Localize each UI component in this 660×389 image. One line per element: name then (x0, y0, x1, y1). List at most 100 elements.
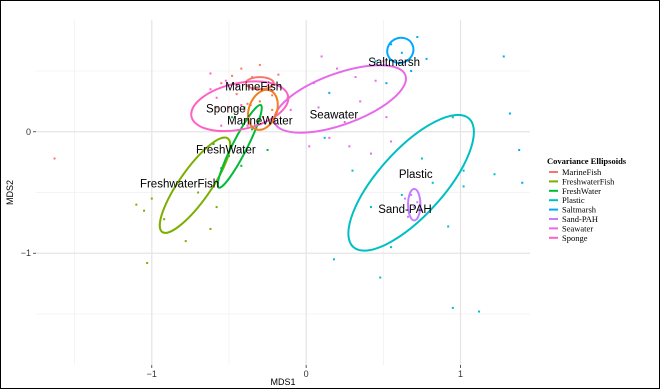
data-point (462, 185, 465, 188)
data-point (508, 112, 511, 115)
ellipse-freshwaterfish (158, 136, 232, 234)
y-tick-label: −1 (21, 248, 31, 258)
data-point (53, 157, 56, 160)
data-point (215, 206, 218, 209)
data-point (146, 261, 149, 264)
data-point (163, 218, 166, 221)
label-sponge: Sponge (206, 103, 246, 115)
y-axis-title: MDS2 (5, 180, 15, 205)
data-point (451, 116, 454, 119)
ellipse-seawater (273, 64, 407, 134)
x-tick-label: 1 (458, 369, 463, 379)
legend-label: Seawater (562, 223, 593, 233)
data-point (400, 51, 403, 54)
data-point (224, 79, 227, 82)
ellipse-saltmarsh (386, 36, 415, 64)
data-point (258, 100, 261, 103)
data-point (209, 72, 212, 75)
data-point (374, 60, 377, 63)
x-tick-label: −1 (147, 369, 157, 379)
ellipse-plastic (347, 113, 475, 252)
label-saltmarsh: Saltmarsh (368, 57, 420, 69)
legend-label: Sand-PAH (562, 214, 598, 224)
legend-label: FreshWater (562, 186, 601, 196)
data-point (369, 206, 372, 209)
x-tick-label: 0 (304, 369, 309, 379)
label-freshwaterfish: FreshwaterFish (140, 179, 219, 191)
data-point (212, 142, 215, 145)
data-point (390, 43, 393, 46)
data-point (227, 106, 230, 109)
data-point (400, 193, 403, 196)
data-point (243, 106, 246, 109)
data-point (235, 93, 238, 96)
data-point (289, 108, 292, 111)
data-point (231, 116, 234, 119)
data-point (258, 63, 261, 66)
data-point (447, 225, 450, 228)
data-point (246, 124, 249, 127)
data-point (135, 203, 138, 206)
data-point (332, 258, 335, 261)
axis-ticks: −1 0 1 −1 0 (21, 127, 463, 379)
data-point (251, 128, 254, 131)
data-point (261, 116, 264, 119)
data-point (220, 124, 223, 127)
data-point (382, 60, 385, 63)
data-point (478, 310, 481, 313)
data-point (410, 70, 413, 73)
label-plastic: Plastic (399, 169, 433, 181)
ellipse-marinewater (247, 88, 279, 131)
data-point (385, 82, 388, 85)
data-point (215, 96, 218, 99)
data-point (413, 206, 416, 209)
ellipse-freshwater (216, 103, 263, 189)
legend-label: Sponge (562, 233, 588, 243)
data-point (343, 121, 346, 124)
data-point (348, 145, 351, 148)
data-point (266, 148, 269, 151)
data-point (462, 169, 465, 172)
ellipse-sponge (190, 80, 290, 133)
data-point (209, 88, 212, 91)
data-point (359, 100, 362, 103)
legend-label: Saltmarsh (562, 205, 597, 215)
data-point (143, 209, 146, 212)
data-point (518, 148, 521, 151)
data-point (271, 108, 274, 111)
data-point (215, 106, 218, 109)
data-point (374, 79, 377, 82)
data-point (277, 73, 280, 76)
data-point (323, 136, 326, 139)
label-marinefish: MarineFish (225, 81, 282, 93)
data-point (351, 169, 354, 172)
data-point (416, 36, 419, 39)
data-point (243, 108, 246, 111)
ellipse-sand-pah (407, 187, 422, 222)
data-point (420, 157, 423, 160)
data-point (317, 106, 320, 109)
data-point (328, 91, 331, 94)
data-point (220, 82, 223, 85)
data-point (240, 164, 243, 167)
data-point (390, 246, 393, 249)
data-point (235, 84, 238, 87)
data-point (246, 102, 249, 105)
data-point (231, 74, 234, 77)
data-point (403, 197, 406, 200)
data-point (410, 193, 413, 196)
label-marinewater: MarineWater (227, 115, 293, 127)
ellipse-labels: MarineFish FreshwaterFish FreshWater Plasti… (140, 57, 433, 216)
data-point (379, 276, 382, 279)
legend-label: MarineFish (562, 167, 602, 177)
data-point (385, 116, 388, 119)
data-point (266, 84, 269, 87)
label-sand-pah: Sand-PAH (378, 204, 431, 216)
data-point (521, 181, 524, 184)
data-point (425, 57, 428, 60)
data-point (336, 67, 339, 70)
legend-label: FreshwaterFish (562, 176, 615, 186)
legend-label: Plastic (562, 195, 585, 205)
data-point (308, 145, 311, 148)
